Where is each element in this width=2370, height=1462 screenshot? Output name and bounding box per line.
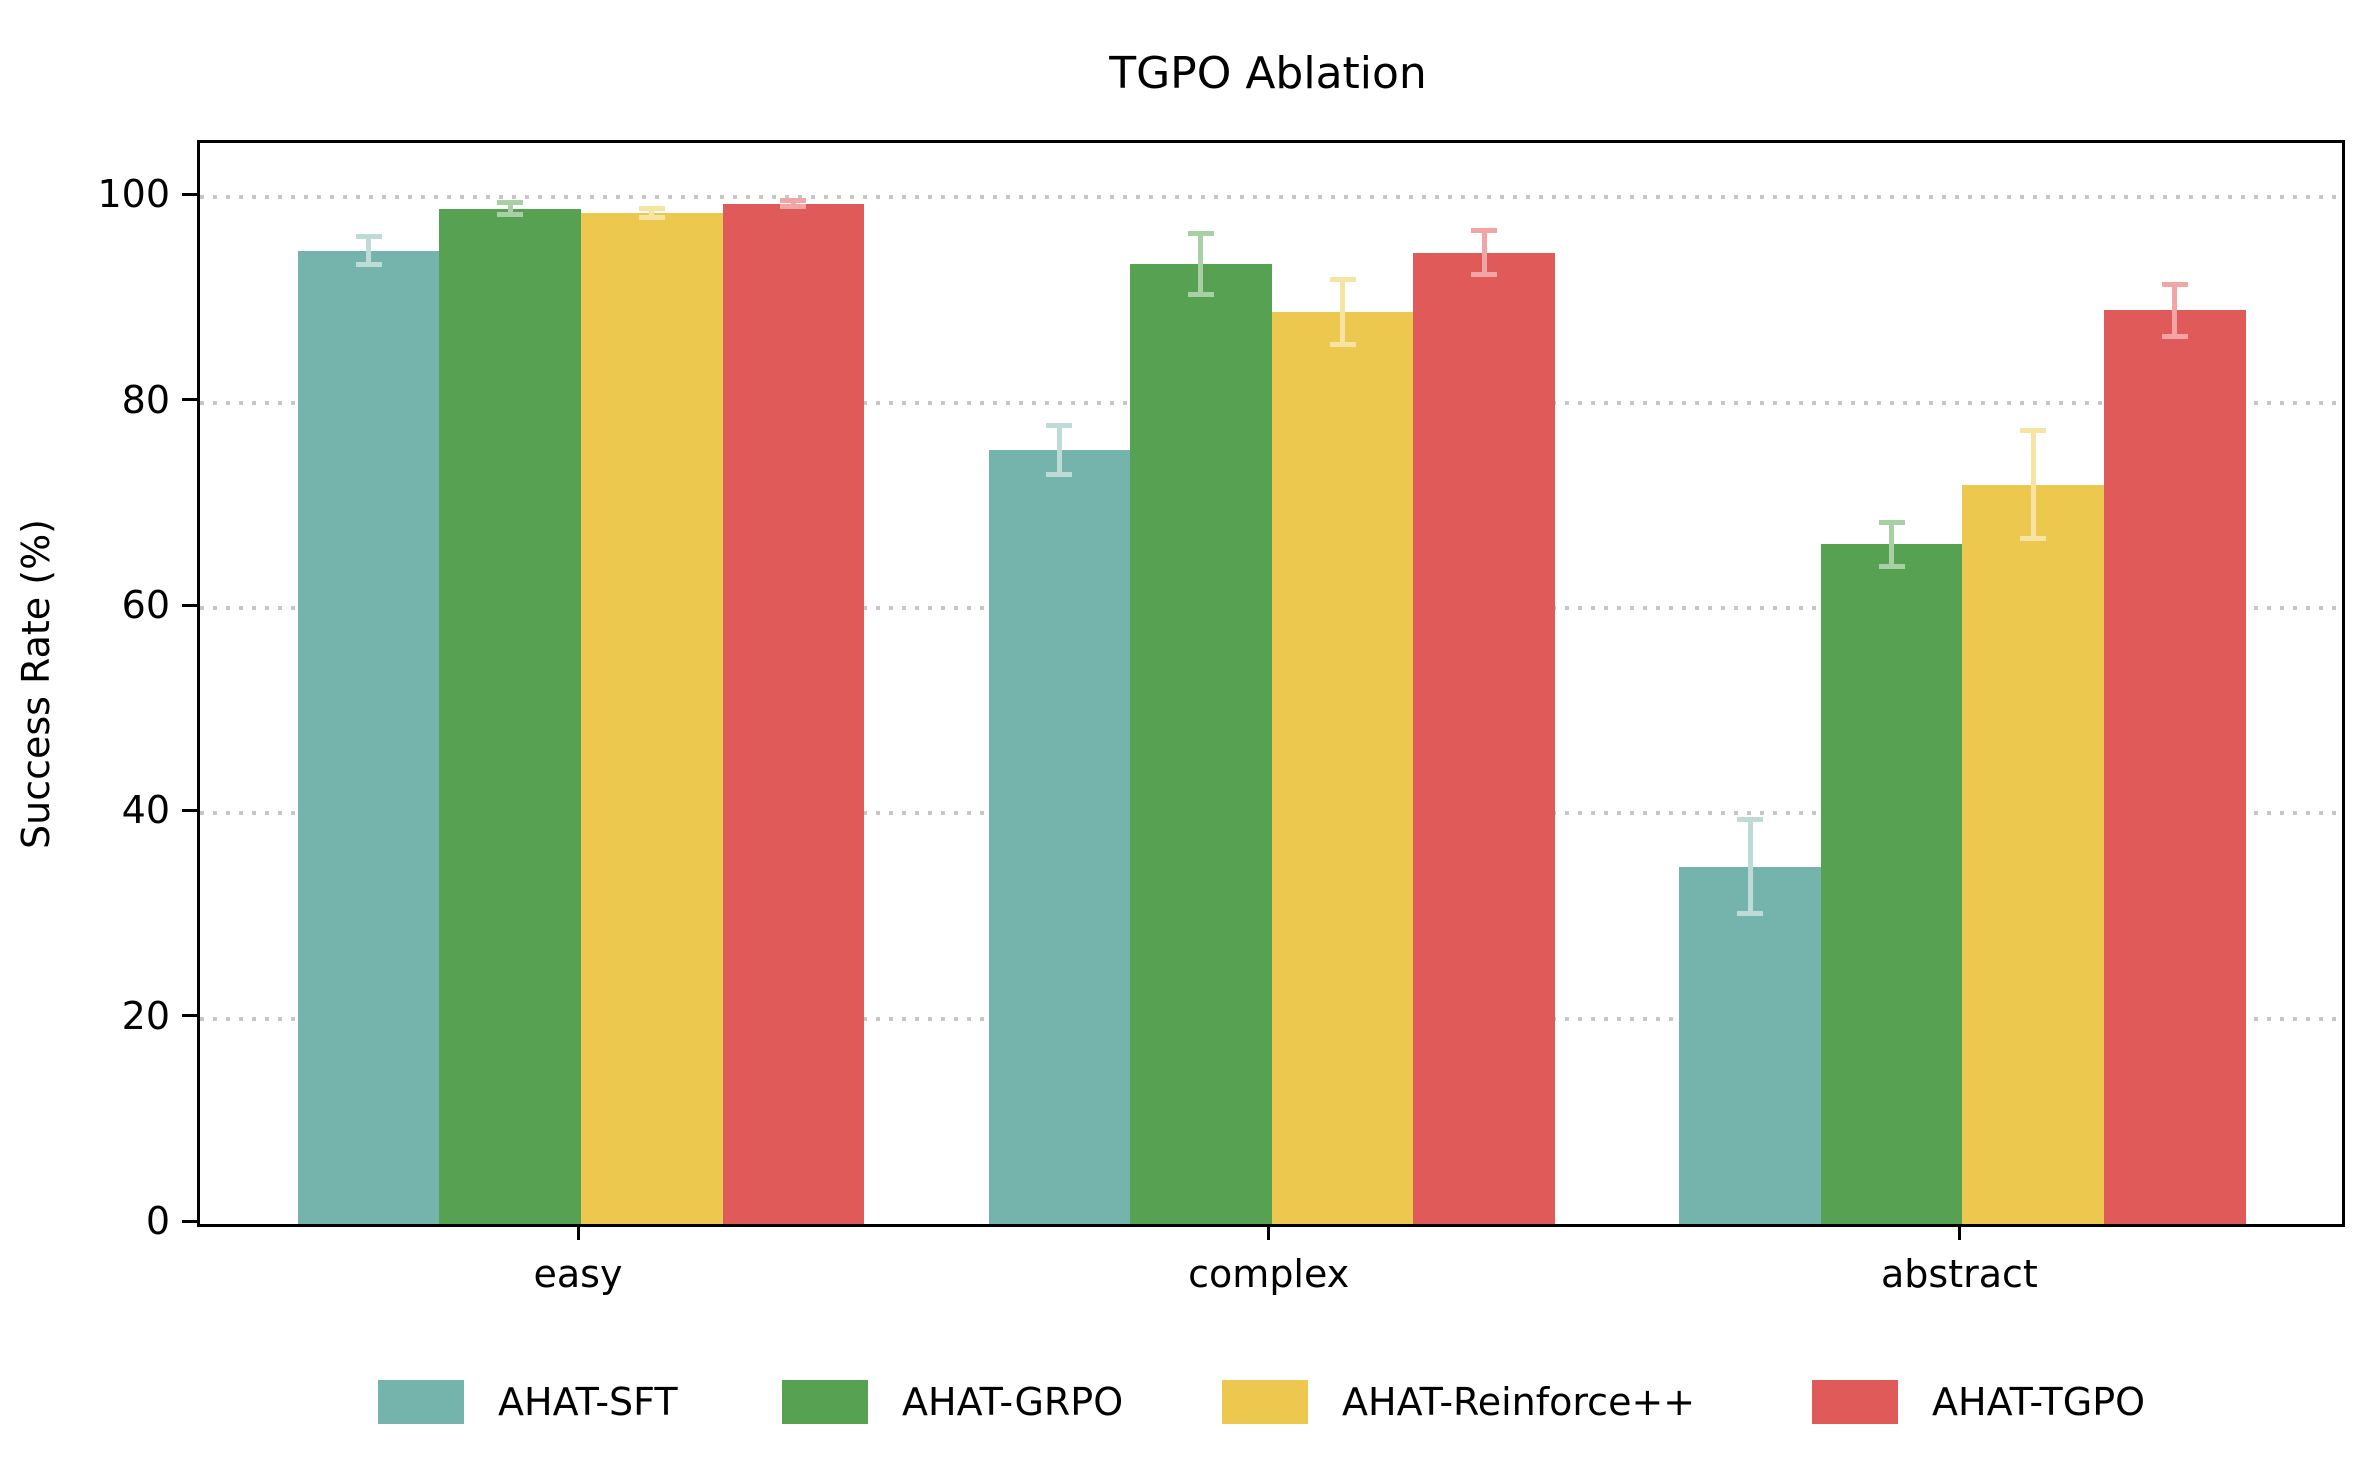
error-bar-cap-top	[780, 198, 807, 204]
bar-abstract-AHAT-Reinforce++	[1962, 484, 2104, 1224]
bar-easy-AHAT-Reinforce++	[581, 212, 723, 1224]
error-bar-cap-bottom	[1329, 342, 1356, 348]
y-tick-label-40: 40	[121, 788, 170, 833]
error-bar-cap-bottom	[1737, 911, 1763, 917]
legend-label-AHAT-GRPO: AHAT-GRPO	[902, 1380, 1124, 1424]
y-axis-label: Success Rate (%)	[14, 519, 58, 850]
error-bar-cap-top	[1329, 277, 1356, 283]
bar-abstract-AHAT-TGPO	[2104, 310, 2246, 1224]
error-bar-easy-AHAT-Reinforce++	[638, 205, 665, 220]
error-bar-cap-top	[1046, 423, 1073, 429]
legend-swatch-AHAT-Reinforce++	[1222, 1380, 1308, 1424]
x-tick-label-abstract: abstract	[1880, 1252, 2038, 1296]
x-tick-mark-complex	[1267, 1224, 1271, 1240]
y-tick-label-100: 100	[97, 172, 170, 217]
error-bar-cap-bottom	[355, 262, 382, 268]
bar-complex-AHAT-SFT	[988, 449, 1131, 1224]
error-bar-easy-AHAT-TGPO	[780, 198, 807, 209]
bar-abstract-AHAT-GRPO	[1820, 544, 1963, 1224]
error-bar-stem	[1340, 277, 1345, 348]
error-bar-complex-AHAT-TGPO	[1471, 228, 1498, 278]
error-bar-easy-AHAT-GRPO	[497, 200, 524, 217]
error-bar-cap-top	[355, 234, 382, 240]
legend-label-AHAT-TGPO: AHAT-TGPO	[1932, 1380, 2146, 1424]
y-tick-label-80: 80	[121, 377, 170, 422]
error-bar-stem	[790, 198, 796, 209]
error-bar-stem	[1889, 519, 1895, 570]
bar-easy-AHAT-SFT	[297, 250, 440, 1224]
error-bar-stem	[1747, 817, 1753, 917]
error-bar-cap-bottom	[1187, 291, 1214, 297]
error-bar-stem	[1481, 228, 1487, 278]
error-bar-cap-top	[1878, 519, 1905, 525]
x-tick-label-complex: complex	[1188, 1252, 1350, 1296]
y-tick-mark-100	[182, 192, 197, 196]
error-bar-cap-top	[1187, 231, 1214, 237]
error-bar-cap-top	[1737, 817, 1763, 823]
error-bar-abstract-AHAT-TGPO	[2161, 281, 2188, 340]
chart-title: TGPO Ablation	[1109, 48, 1427, 99]
error-bar-stem	[649, 205, 655, 220]
y-tick-label-0: 0	[145, 1199, 170, 1243]
legend-swatch-AHAT-SFT	[378, 1380, 464, 1424]
error-bar-stem	[507, 200, 513, 217]
y-tick-mark-0	[182, 1219, 197, 1223]
error-bar-cap-bottom	[638, 214, 665, 220]
error-bar-cap-bottom	[1878, 564, 1905, 570]
error-bar-cap-bottom	[2161, 334, 2188, 340]
legend-swatch-AHAT-GRPO	[782, 1380, 868, 1424]
legend: AHAT-SFT AHAT-GRPO AHAT-Reinforce++ AHAT-TG…	[0, 1378, 2370, 1428]
bar-complex-AHAT-TGPO	[1413, 252, 1555, 1224]
legend-label-AHAT-Reinforce++: AHAT-Reinforce++	[1342, 1380, 1696, 1424]
legend-swatch-AHAT-TGPO	[1812, 1380, 1898, 1424]
legend-item-AHAT-Reinforce++: AHAT-Reinforce++	[1222, 1378, 1695, 1426]
y-tick-mark-40	[182, 808, 197, 812]
error-bar-stem	[2172, 281, 2178, 340]
error-bar-complex-AHAT-Reinforce++	[1329, 277, 1356, 348]
y-tick-mark-80	[182, 398, 197, 402]
x-tick-mark-easy	[576, 1224, 580, 1240]
legend-label-AHAT-SFT: AHAT-SFT	[498, 1380, 678, 1424]
bar-easy-AHAT-GRPO	[439, 208, 581, 1224]
bar-complex-AHAT-GRPO	[1130, 264, 1272, 1224]
error-bar-cap-top	[638, 205, 665, 211]
legend-item-AHAT-SFT: AHAT-SFT	[378, 1378, 678, 1426]
y-tick-label-20: 20	[121, 993, 170, 1038]
bar-complex-AHAT-Reinforce++	[1271, 312, 1414, 1224]
y-tick-label-60: 60	[121, 583, 170, 628]
error-bar-cap-bottom	[2020, 536, 2047, 542]
error-bar-cap-bottom	[780, 203, 807, 209]
error-bar-complex-AHAT-SFT	[1046, 423, 1073, 477]
error-bar-cap-top	[2161, 281, 2188, 287]
error-bar-stem	[2030, 428, 2036, 542]
x-tick-mark-abstract	[1957, 1224, 1961, 1240]
error-bar-cap-bottom	[1046, 471, 1073, 477]
error-bar-cap-bottom	[497, 211, 524, 217]
error-bar-abstract-AHAT-SFT	[1737, 817, 1763, 917]
error-bar-easy-AHAT-SFT	[355, 234, 382, 268]
error-bar-stem	[366, 234, 372, 268]
error-bar-cap-top	[497, 200, 524, 206]
error-bar-stem	[1056, 423, 1062, 477]
error-bar-stem	[1198, 231, 1204, 297]
error-bar-cap-top	[2020, 428, 2047, 434]
error-bar-abstract-AHAT-GRPO	[1878, 519, 1905, 570]
x-tick-label-easy: easy	[533, 1252, 623, 1296]
legend-item-AHAT-GRPO: AHAT-GRPO	[782, 1378, 1123, 1426]
y-tick-mark-60	[182, 603, 197, 607]
plot-area	[197, 140, 2345, 1227]
y-tick-mark-20	[182, 1014, 197, 1018]
error-bar-cap-top	[1471, 228, 1498, 234]
error-bar-abstract-AHAT-Reinforce++	[2020, 428, 2047, 542]
bar-abstract-AHAT-SFT	[1679, 866, 1821, 1224]
error-bar-cap-bottom	[1471, 272, 1498, 278]
gridline-100	[200, 195, 2342, 200]
error-bar-complex-AHAT-GRPO	[1187, 231, 1214, 297]
bar-easy-AHAT-TGPO	[722, 203, 865, 1224]
legend-item-AHAT-TGPO: AHAT-TGPO	[1812, 1378, 2145, 1426]
